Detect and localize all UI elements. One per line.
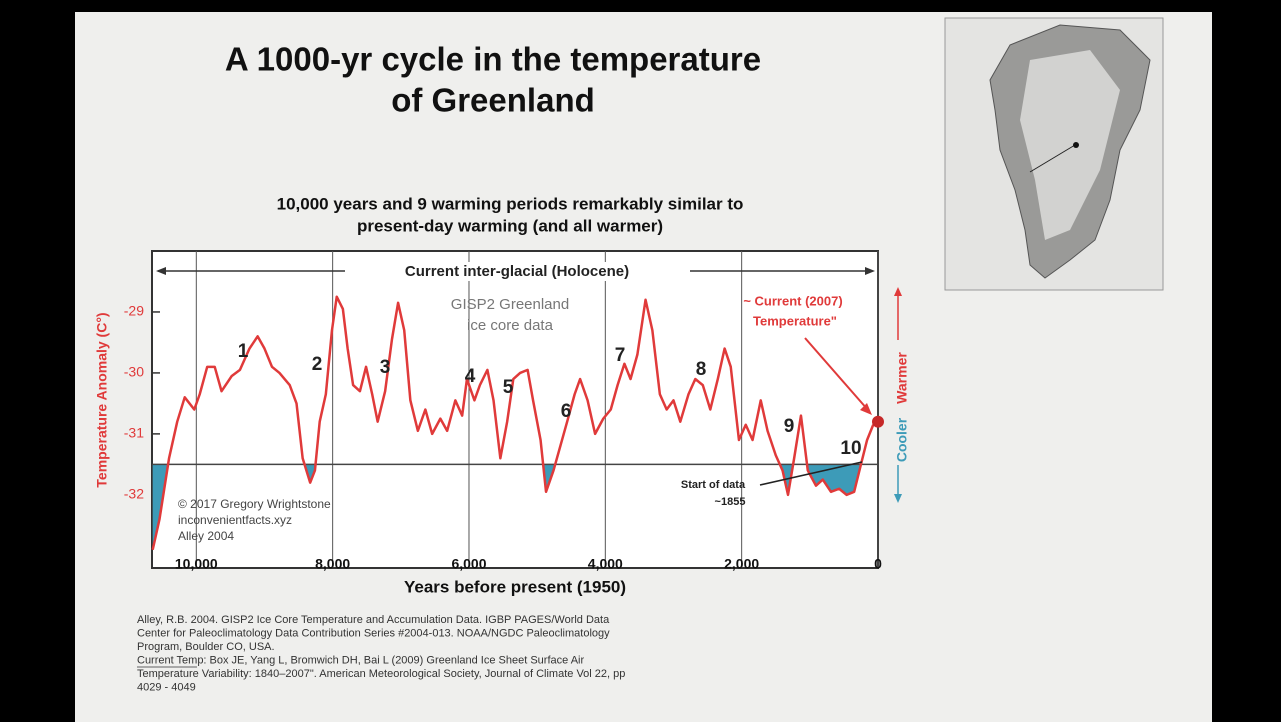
period-number: 4: [465, 366, 476, 387]
period-number: 7: [615, 345, 626, 366]
arrow-head: [865, 267, 875, 275]
period-number: 10: [840, 438, 861, 459]
start-label: ~1855: [715, 496, 746, 508]
chart-subtitle: present-day warming (and all warmer): [357, 216, 663, 235]
map-line: [1029, 144, 1076, 173]
warmer-label: Warmer: [894, 352, 910, 404]
period-number: 1: [238, 341, 249, 362]
arrow-head: [894, 494, 902, 503]
map-point: [1073, 142, 1079, 148]
reference-line-text: Temperature Variability: 1840–2007". Ame…: [137, 668, 625, 680]
x-tick-label: 8,000: [315, 556, 350, 572]
period-number: 9: [784, 416, 795, 437]
period-number: 2: [312, 354, 323, 375]
chart-subtitle: 10,000 years and 9 warming periods remar…: [277, 194, 744, 213]
x-tick-label: 4,000: [588, 556, 623, 572]
x-tick-label: 6,000: [451, 556, 486, 572]
source-label: GISP2 Greenland: [451, 296, 569, 313]
y-axis-label: Temperature Anomaly (C°): [94, 312, 110, 487]
y-tick-label: -30: [124, 364, 144, 380]
reference-line-text: 4029 - 4049: [137, 681, 196, 693]
plot-frame: [151, 250, 879, 569]
slide-title: A 1000-yr cycle in the temperature: [225, 41, 761, 78]
cool-area: [152, 464, 861, 550]
y-tick-label: -29: [124, 303, 144, 319]
period-number: 3: [380, 357, 391, 378]
period-number: 5: [503, 377, 514, 398]
plot: [151, 250, 879, 569]
start-label: Start of data: [681, 479, 746, 491]
current-point: [872, 415, 884, 428]
source-label: ice core data: [467, 317, 554, 334]
period-number: 8: [696, 359, 707, 380]
reference-line-text: Center for Paleoclimatology Data Contrib…: [137, 627, 610, 639]
credit: © 2017 Gregory Wrightstone: [178, 497, 331, 511]
cooler-label: Cooler: [894, 417, 910, 462]
reference-line-text: Current Temp: Box JE, Yang L, Bromwich D…: [137, 654, 584, 666]
credit: inconvenientfacts.xyz: [178, 513, 292, 527]
x-tick-label: 10,000: [175, 556, 218, 572]
current-label: ~ Current (2007): [743, 293, 842, 308]
start-pointer: [759, 461, 863, 486]
y-tick-label: -31: [124, 425, 144, 441]
map-ice: [1020, 50, 1120, 240]
arrow-head: [156, 267, 166, 275]
x-tick-label: 2,000: [724, 556, 759, 572]
current-arrow: [804, 337, 869, 411]
credit: Alley 2004: [178, 529, 234, 543]
reference-line-text: Program, Boulder CO, USA.: [137, 641, 275, 653]
label-bg: [345, 262, 690, 281]
x-tick-label: 0: [874, 556, 882, 572]
current-label: Temperature": [753, 313, 837, 328]
period-label: Current inter-glacial (Holocene): [405, 263, 629, 280]
greenland-map: [944, 17, 1164, 291]
x-axis-label: Years before present (1950): [404, 577, 626, 596]
arrow-head: [860, 403, 872, 415]
temperature-line: [151, 295, 875, 550]
slide-title: of Greenland: [391, 82, 595, 119]
arrow-head: [894, 287, 902, 296]
reference-line-text: Alley, R.B. 2004. GISP2 Ice Core Tempera…: [137, 614, 610, 626]
y-tick-label: -32: [124, 486, 144, 502]
period-number: 6: [561, 401, 572, 422]
